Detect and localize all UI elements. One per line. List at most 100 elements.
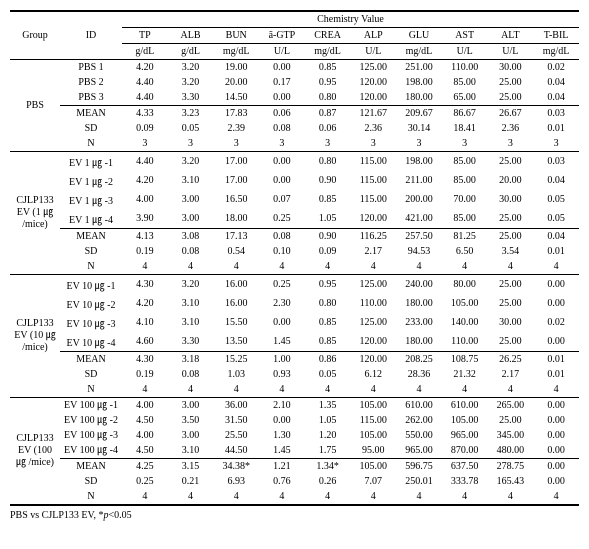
value-cell: 0.26 (305, 474, 351, 489)
value-cell: 17.13 (213, 229, 259, 245)
value-cell: 4 (259, 259, 305, 275)
unit-tp: g/dL (122, 44, 168, 60)
col-ã-gtp: ã-GTP (259, 28, 305, 44)
value-cell: 4 (396, 489, 442, 505)
value-cell: 3 (396, 136, 442, 152)
value-cell: 3.23 (168, 106, 214, 122)
value-cell: 0.00 (259, 413, 305, 428)
value-cell: 0.01 (533, 367, 579, 382)
table-row: CJLP133 EV (100 ㎍ /mice)EV 100 ㎍ -14.003… (10, 398, 579, 414)
value-cell: 421.00 (396, 209, 442, 229)
value-cell: 0.00 (533, 332, 579, 352)
value-cell: 30.14 (396, 121, 442, 136)
value-cell: 3 (259, 136, 305, 152)
col-glu: GLU (396, 28, 442, 44)
value-cell: 1.00 (259, 352, 305, 368)
value-cell: 2.39 (213, 121, 259, 136)
value-cell: 0.85 (305, 313, 351, 332)
value-cell: 965.00 (396, 443, 442, 459)
value-cell: 19.00 (213, 60, 259, 76)
value-cell: 0.85 (305, 60, 351, 76)
col-bun: BUN (213, 28, 259, 44)
value-cell: 4.00 (122, 190, 168, 209)
value-cell: 0.00 (259, 171, 305, 190)
id-cell: SD (60, 244, 122, 259)
value-cell: 4.40 (122, 152, 168, 172)
table-row: PBS 34.403.3014.500.000.80120.00180.0065… (10, 90, 579, 106)
value-cell: 31.50 (213, 413, 259, 428)
value-cell: 965.00 (442, 428, 488, 443)
table-row: SD0.250.216.930.760.267.07250.01333.7816… (10, 474, 579, 489)
value-cell: 0.01 (533, 244, 579, 259)
id-cell: N (60, 136, 122, 152)
value-cell: 3.50 (168, 413, 214, 428)
value-cell: 25.00 (488, 229, 534, 245)
value-cell: 3.20 (168, 275, 214, 295)
value-cell: 4.50 (122, 443, 168, 459)
value-cell: 1.45 (259, 332, 305, 352)
table-row: EV 1 ㎍ -43.903.0018.000.251.05120.00421.… (10, 209, 579, 229)
value-cell: 4 (533, 489, 579, 505)
value-cell: 4 (168, 382, 214, 398)
value-cell: 4 (533, 382, 579, 398)
value-cell: 1.30 (259, 428, 305, 443)
value-cell: 208.25 (396, 352, 442, 368)
value-cell: 3 (168, 136, 214, 152)
value-cell: 3.00 (168, 428, 214, 443)
value-cell: 4 (442, 489, 488, 505)
value-cell: 18.00 (213, 209, 259, 229)
value-cell: 4 (396, 259, 442, 275)
group-cell: CJLP133 EV (1 ㎍ /mice) (10, 152, 60, 275)
value-cell: 25.50 (213, 428, 259, 443)
value-cell: 0.09 (305, 244, 351, 259)
value-cell: 3.08 (168, 229, 214, 245)
value-cell: 30.00 (488, 60, 534, 76)
value-cell: 70.00 (442, 190, 488, 209)
value-cell: 2.10 (259, 398, 305, 414)
value-cell: 211.00 (396, 171, 442, 190)
id-cell: EV 100 ㎍ -3 (60, 428, 122, 443)
value-cell: 3.10 (168, 171, 214, 190)
value-cell: 25.00 (488, 152, 534, 172)
value-cell: 0.95 (305, 75, 351, 90)
value-cell: 0.02 (533, 60, 579, 76)
value-cell: 0.95 (305, 275, 351, 295)
value-cell: 17.00 (213, 171, 259, 190)
value-cell: 2.30 (259, 294, 305, 313)
value-cell: 86.67 (442, 106, 488, 122)
table-row: EV 1 ㎍ -24.203.1017.000.000.90115.00211.… (10, 171, 579, 190)
value-cell: 3 (122, 136, 168, 152)
value-cell: 3 (213, 136, 259, 152)
value-cell: 3.18 (168, 352, 214, 368)
value-cell: 6.93 (213, 474, 259, 489)
footnote-tail: <0.05 (108, 510, 131, 521)
value-cell: 0.80 (305, 90, 351, 106)
value-cell: 1.21 (259, 459, 305, 475)
value-cell: 14.50 (213, 90, 259, 106)
value-cell: 4 (350, 382, 396, 398)
value-cell: 85.00 (442, 75, 488, 90)
value-cell: 165.43 (488, 474, 534, 489)
table-row: EV 100 ㎍ -24.503.5031.500.001.05115.0026… (10, 413, 579, 428)
col-alt: ALT (488, 28, 534, 44)
unit-glu: mg/dL (396, 44, 442, 60)
value-cell: 0.03 (533, 152, 579, 172)
unit-alp: U/L (350, 44, 396, 60)
value-cell: 120.00 (350, 75, 396, 90)
id-cell: SD (60, 474, 122, 489)
value-cell: 125.00 (350, 313, 396, 332)
value-cell: 4.00 (122, 398, 168, 414)
id-cell: SD (60, 121, 122, 136)
id-cell: MEAN (60, 352, 122, 368)
value-cell: 200.00 (396, 190, 442, 209)
value-cell: 4 (213, 489, 259, 505)
value-cell: 1.20 (305, 428, 351, 443)
value-cell: 0.00 (259, 90, 305, 106)
id-cell: N (60, 382, 122, 398)
table-row: EV 10 ㎍ -44.603.3013.501.450.85120.00180… (10, 332, 579, 352)
table-row: CJLP133 EV (10 ㎍ /mice)EV 10 ㎍ -14.303.2… (10, 275, 579, 295)
value-cell: 121.67 (350, 106, 396, 122)
id-cell: EV 1 ㎍ -1 (60, 152, 122, 172)
value-cell: 0.25 (259, 209, 305, 229)
group-cell: CJLP133 EV (100 ㎍ /mice) (10, 398, 60, 506)
